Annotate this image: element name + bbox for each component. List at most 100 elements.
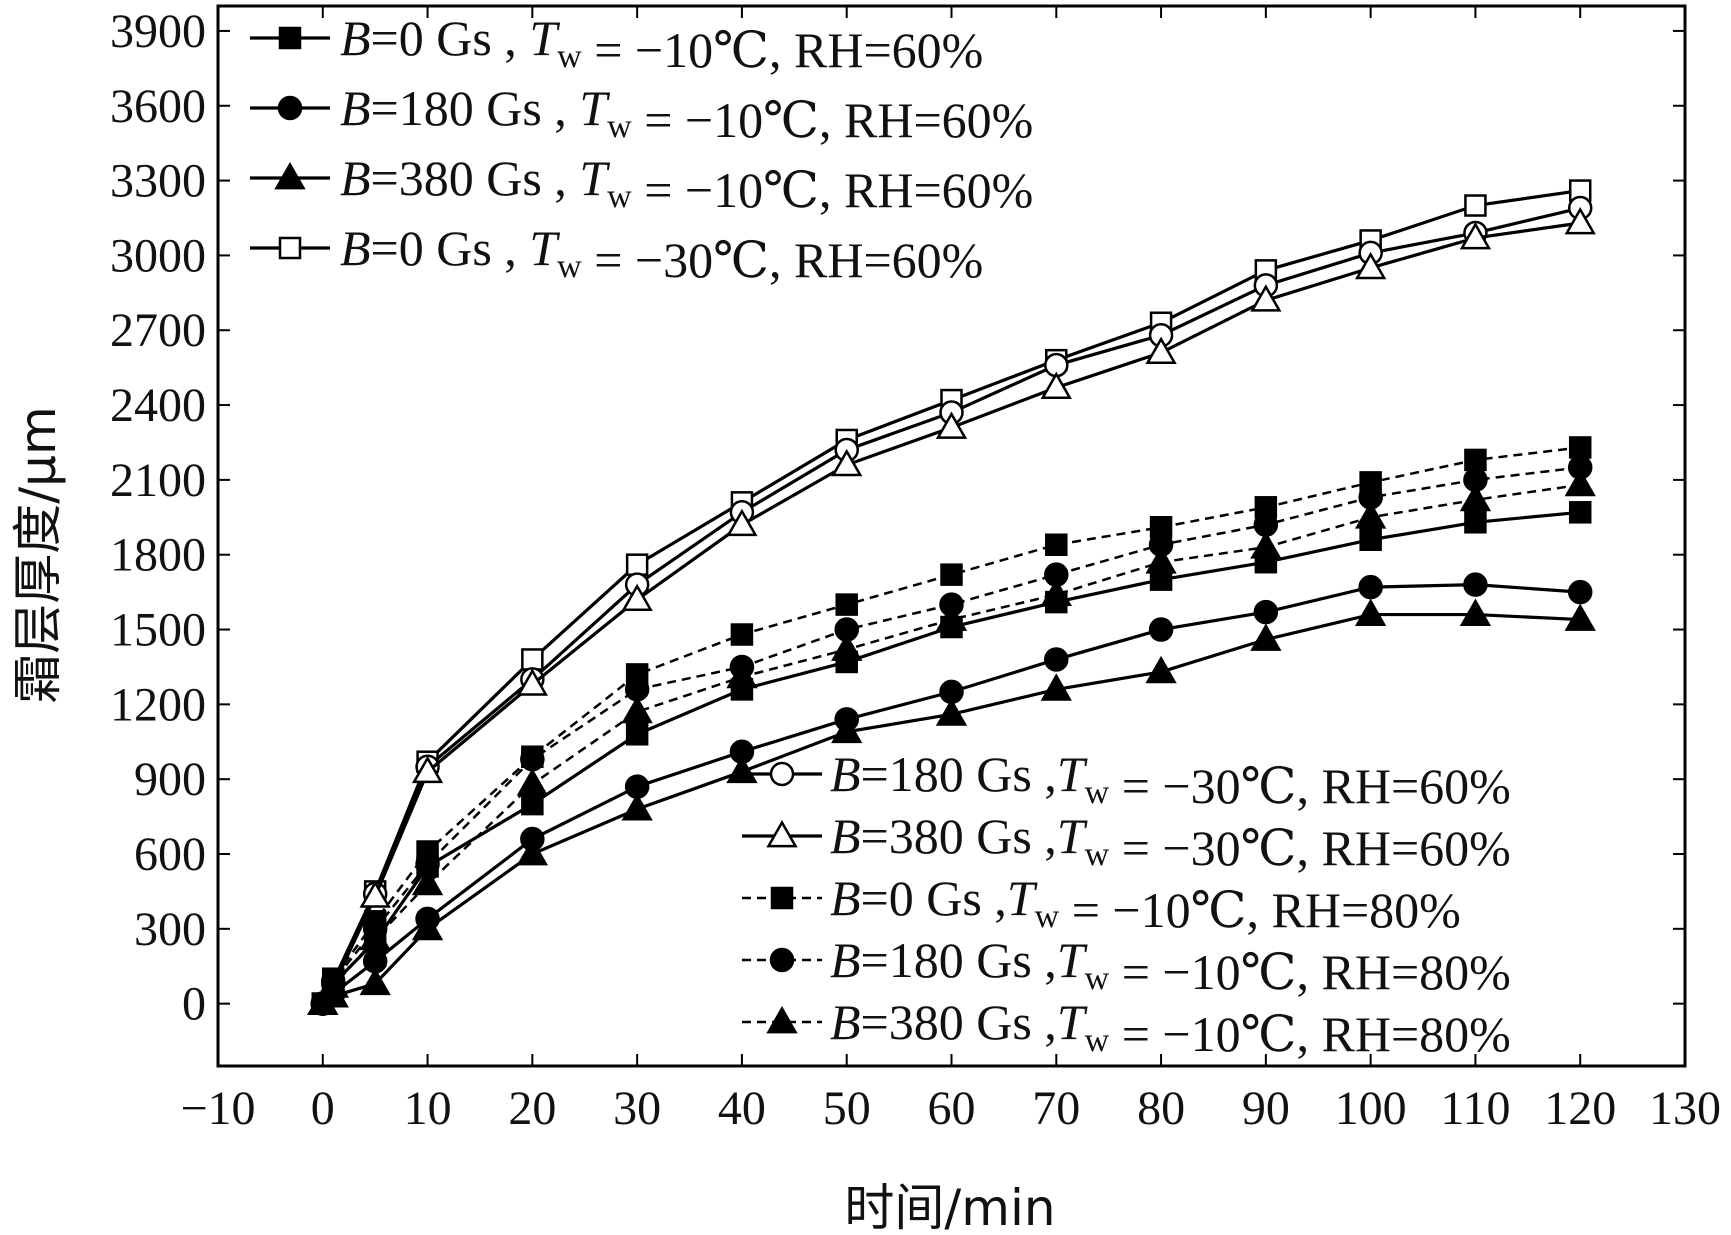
- legend-label: B=0 Gs ,Tw = −10℃, RH=80%: [830, 870, 1461, 938]
- data-point: [625, 723, 649, 746]
- data-point: [935, 411, 968, 439]
- legend-marker: [277, 95, 303, 121]
- x-tick-label: 100: [1335, 1082, 1407, 1135]
- legend-layer: B=0 Gs , Tw = −10℃, RH=60%B=180 Gs , Tw …: [250, 10, 1511, 1062]
- data-point: [1250, 623, 1282, 651]
- legend-entry: B=0 Gs ,Tw = −10℃, RH=80%: [742, 870, 1461, 938]
- legend-label: B=0 Gs , Tw = −30℃, RH=60%: [340, 220, 983, 288]
- legend-marker: [278, 236, 302, 260]
- legend-entry: B=0 Gs , Tw = −10℃, RH=60%: [250, 10, 983, 78]
- x-tick-label: 20: [508, 1082, 556, 1135]
- y-tick-label: 900: [134, 753, 206, 806]
- data-point: [1040, 673, 1072, 701]
- data-point: [411, 755, 444, 784]
- legend-marker: [770, 886, 794, 910]
- y-tick-label: 3600: [110, 80, 206, 133]
- data-point: [1567, 579, 1593, 605]
- data-point: [940, 563, 963, 586]
- x-tick-label: 70: [1032, 1082, 1080, 1135]
- data-point: [1464, 194, 1487, 217]
- x-tick-label: 80: [1137, 1082, 1185, 1135]
- series-layer: [307, 179, 1596, 1016]
- x-tick-label: 60: [928, 1082, 976, 1135]
- axis-ticks: −10 0 10 20 30 40 50 60 70 80 90 100 110 120 130 0 300 60…: [110, 5, 1721, 1135]
- series-3: [307, 598, 1596, 1016]
- data-point: [1044, 647, 1069, 672]
- data-point: [831, 715, 863, 744]
- legend-marker: [766, 1005, 798, 1034]
- data-point: [1250, 531, 1282, 559]
- y-tick-label: 1200: [110, 678, 206, 731]
- y-tick-label: 0: [182, 978, 206, 1031]
- data-point: [307, 987, 339, 1016]
- legend-entry: B=380 Gs ,Tw = −30℃, RH=60%: [742, 808, 1511, 876]
- data-point: [1040, 578, 1072, 606]
- x-tick-label: 90: [1242, 1082, 1290, 1135]
- legend-label: B=380 Gs ,Tw = −10℃, RH=80%: [830, 994, 1511, 1062]
- y-tick-label: 600: [134, 828, 206, 881]
- legend-marker: [766, 819, 798, 848]
- x-tick-label: −10: [180, 1082, 255, 1135]
- series-9: [307, 468, 1596, 1016]
- data-point: [726, 508, 758, 537]
- data-point: [831, 633, 863, 661]
- data-point: [835, 593, 858, 616]
- data-point: [516, 668, 549, 696]
- legend-entry: B=180 Gs , Tw = −10℃, RH=60%: [250, 80, 1033, 148]
- data-point: [1564, 603, 1596, 631]
- x-tick-label: 130: [1649, 1082, 1721, 1135]
- data-point: [521, 648, 544, 671]
- data-point: [726, 660, 758, 689]
- data-point: [317, 970, 349, 998]
- data-point: [516, 837, 549, 866]
- data-point: [359, 922, 391, 951]
- data-point: [1359, 528, 1382, 551]
- data-point: [1250, 284, 1282, 312]
- legend-label: B=380 Gs , Tw = −10℃, RH=60%: [340, 150, 1033, 218]
- data-point: [411, 912, 444, 941]
- legend-label: B=180 Gs , Tw = −10℃, RH=60%: [340, 80, 1033, 148]
- legend-marker: [769, 947, 795, 973]
- data-point: [1040, 371, 1072, 399]
- data-point: [1459, 598, 1492, 626]
- data-point: [1145, 546, 1177, 574]
- data-point: [521, 792, 544, 816]
- legend-marker: [769, 761, 795, 787]
- data-point: [935, 603, 968, 631]
- data-point: [1145, 655, 1177, 684]
- data-point: [411, 867, 444, 896]
- legend-entry: B=0 Gs , Tw = −30℃, RH=60%: [250, 220, 983, 288]
- data-point: [621, 793, 653, 821]
- legend-entry: B=380 Gs , Tw = −10℃, RH=60%: [250, 150, 1033, 218]
- legend-entry: B=380 Gs ,Tw = −10℃, RH=80%: [742, 994, 1511, 1062]
- data-point: [520, 746, 545, 772]
- y-tick-label: 2700: [110, 304, 206, 357]
- data-point: [516, 768, 549, 796]
- legend-label: B=0 Gs , Tw = −10℃, RH=60%: [340, 10, 983, 78]
- data-point: [1045, 533, 1068, 556]
- data-point: [1568, 501, 1592, 524]
- data-point: [359, 967, 391, 996]
- y-tick-label: 1500: [110, 604, 206, 657]
- y-tick-label: 2100: [110, 454, 206, 507]
- y-tick-label: 3000: [110, 229, 206, 282]
- data-point: [1354, 598, 1387, 626]
- data-point: [1463, 572, 1488, 597]
- x-tick-label: 120: [1544, 1082, 1616, 1135]
- x-tick-label: 10: [404, 1082, 452, 1135]
- y-tick-label: 3300: [110, 155, 206, 208]
- data-point: [359, 880, 391, 908]
- data-point: [730, 623, 754, 646]
- legend-marker: [278, 26, 302, 50]
- data-point: [1459, 221, 1492, 250]
- data-point: [621, 695, 653, 724]
- data-point: [1354, 501, 1387, 529]
- data-point: [1148, 617, 1174, 642]
- data-point: [1464, 448, 1487, 472]
- data-point: [726, 755, 758, 784]
- y-tick-label: 3900: [110, 5, 206, 58]
- data-point: [1459, 483, 1492, 512]
- x-tick-label: 0: [311, 1082, 335, 1135]
- data-point: [1145, 336, 1177, 365]
